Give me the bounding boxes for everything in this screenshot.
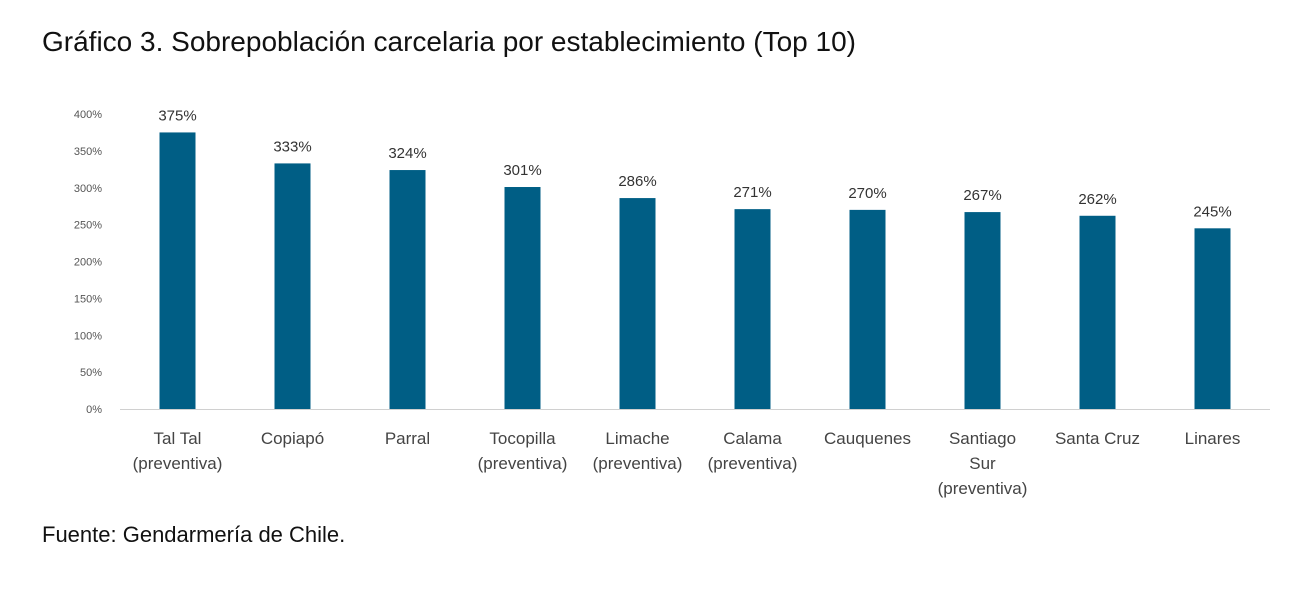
category-label: Santiago Sur (preventiva) bbox=[938, 429, 1028, 498]
category-label: Linares bbox=[1185, 429, 1241, 448]
category-label-line: Santiago bbox=[949, 429, 1016, 448]
category-label-line: (preventiva) bbox=[133, 454, 223, 473]
bar bbox=[504, 187, 541, 409]
category-label: Calama (preventiva) bbox=[708, 429, 798, 473]
data-label: 267% bbox=[963, 187, 1001, 204]
category-label: Copiapó bbox=[261, 429, 324, 448]
data-label: 333% bbox=[273, 138, 311, 155]
category-label-line: Limache bbox=[605, 429, 669, 448]
data-label: 270% bbox=[848, 185, 886, 202]
data-label: 262% bbox=[1078, 191, 1116, 208]
bar bbox=[619, 198, 656, 409]
data-label: 286% bbox=[618, 173, 656, 190]
category-label: Tal Tal (preventiva) bbox=[133, 429, 223, 473]
y-tick-label: 150% bbox=[74, 293, 102, 305]
data-labels-group: 375% 333% 324% 301% 286% 271% 270% 267% 262% 245% bbox=[158, 107, 1231, 220]
y-tick-label: 0% bbox=[86, 404, 102, 416]
source-note: Fuente: Gendarmería de Chile. bbox=[42, 522, 346, 547]
y-tick-label: 200% bbox=[74, 257, 102, 269]
bar bbox=[1194, 228, 1231, 409]
y-axis-ticks: 0% 50% 100% 150% 200% 250% 300% 350% 400% bbox=[74, 109, 102, 416]
category-label-line: Tal Tal bbox=[154, 429, 202, 448]
bar bbox=[734, 209, 771, 409]
category-label: Parral bbox=[385, 429, 430, 448]
y-tick-label: 350% bbox=[74, 146, 102, 158]
category-label-line: Cauquenes bbox=[824, 429, 911, 448]
data-label: 301% bbox=[503, 162, 541, 179]
category-label-line: Sur bbox=[969, 454, 996, 473]
category-label: Limache (preventiva) bbox=[593, 429, 683, 473]
y-tick-label: 100% bbox=[74, 330, 102, 342]
y-tick-label: 250% bbox=[74, 220, 102, 232]
category-label-line: Copiapó bbox=[261, 429, 324, 448]
category-label-line: (preventiva) bbox=[708, 454, 798, 473]
data-label: 245% bbox=[1193, 203, 1231, 220]
data-label: 324% bbox=[388, 145, 426, 162]
category-label-line: Calama bbox=[723, 429, 782, 448]
data-label: 375% bbox=[158, 107, 196, 124]
bar bbox=[964, 212, 1001, 409]
y-tick-label: 400% bbox=[74, 109, 102, 121]
bar bbox=[849, 209, 886, 409]
figure-title: Gráfico 3. Sobrepoblación carcelaria por… bbox=[42, 26, 856, 57]
category-label: Cauquenes bbox=[824, 429, 911, 448]
category-label-line: Santa Cruz bbox=[1055, 429, 1140, 448]
category-label-line: Tocopilla bbox=[489, 429, 556, 448]
category-label-line: (preventiva) bbox=[478, 454, 568, 473]
category-label: Tocopilla (preventiva) bbox=[478, 429, 568, 473]
bar bbox=[389, 170, 426, 409]
data-label: 271% bbox=[733, 184, 771, 201]
category-labels-group: Tal Tal (preventiva) Copiapó Parral Tocopill… bbox=[133, 429, 1241, 498]
category-label-line: Parral bbox=[385, 429, 430, 448]
category-label-line: (preventiva) bbox=[593, 454, 683, 473]
y-tick-label: 300% bbox=[74, 183, 102, 195]
category-label-line: (preventiva) bbox=[938, 479, 1028, 498]
bar bbox=[159, 132, 196, 409]
bar bbox=[1079, 215, 1116, 409]
bar bbox=[274, 163, 311, 409]
bars-group bbox=[159, 132, 1231, 409]
category-label-line: Linares bbox=[1185, 429, 1241, 448]
category-label: Santa Cruz bbox=[1055, 429, 1140, 448]
y-tick-label: 50% bbox=[80, 367, 102, 379]
